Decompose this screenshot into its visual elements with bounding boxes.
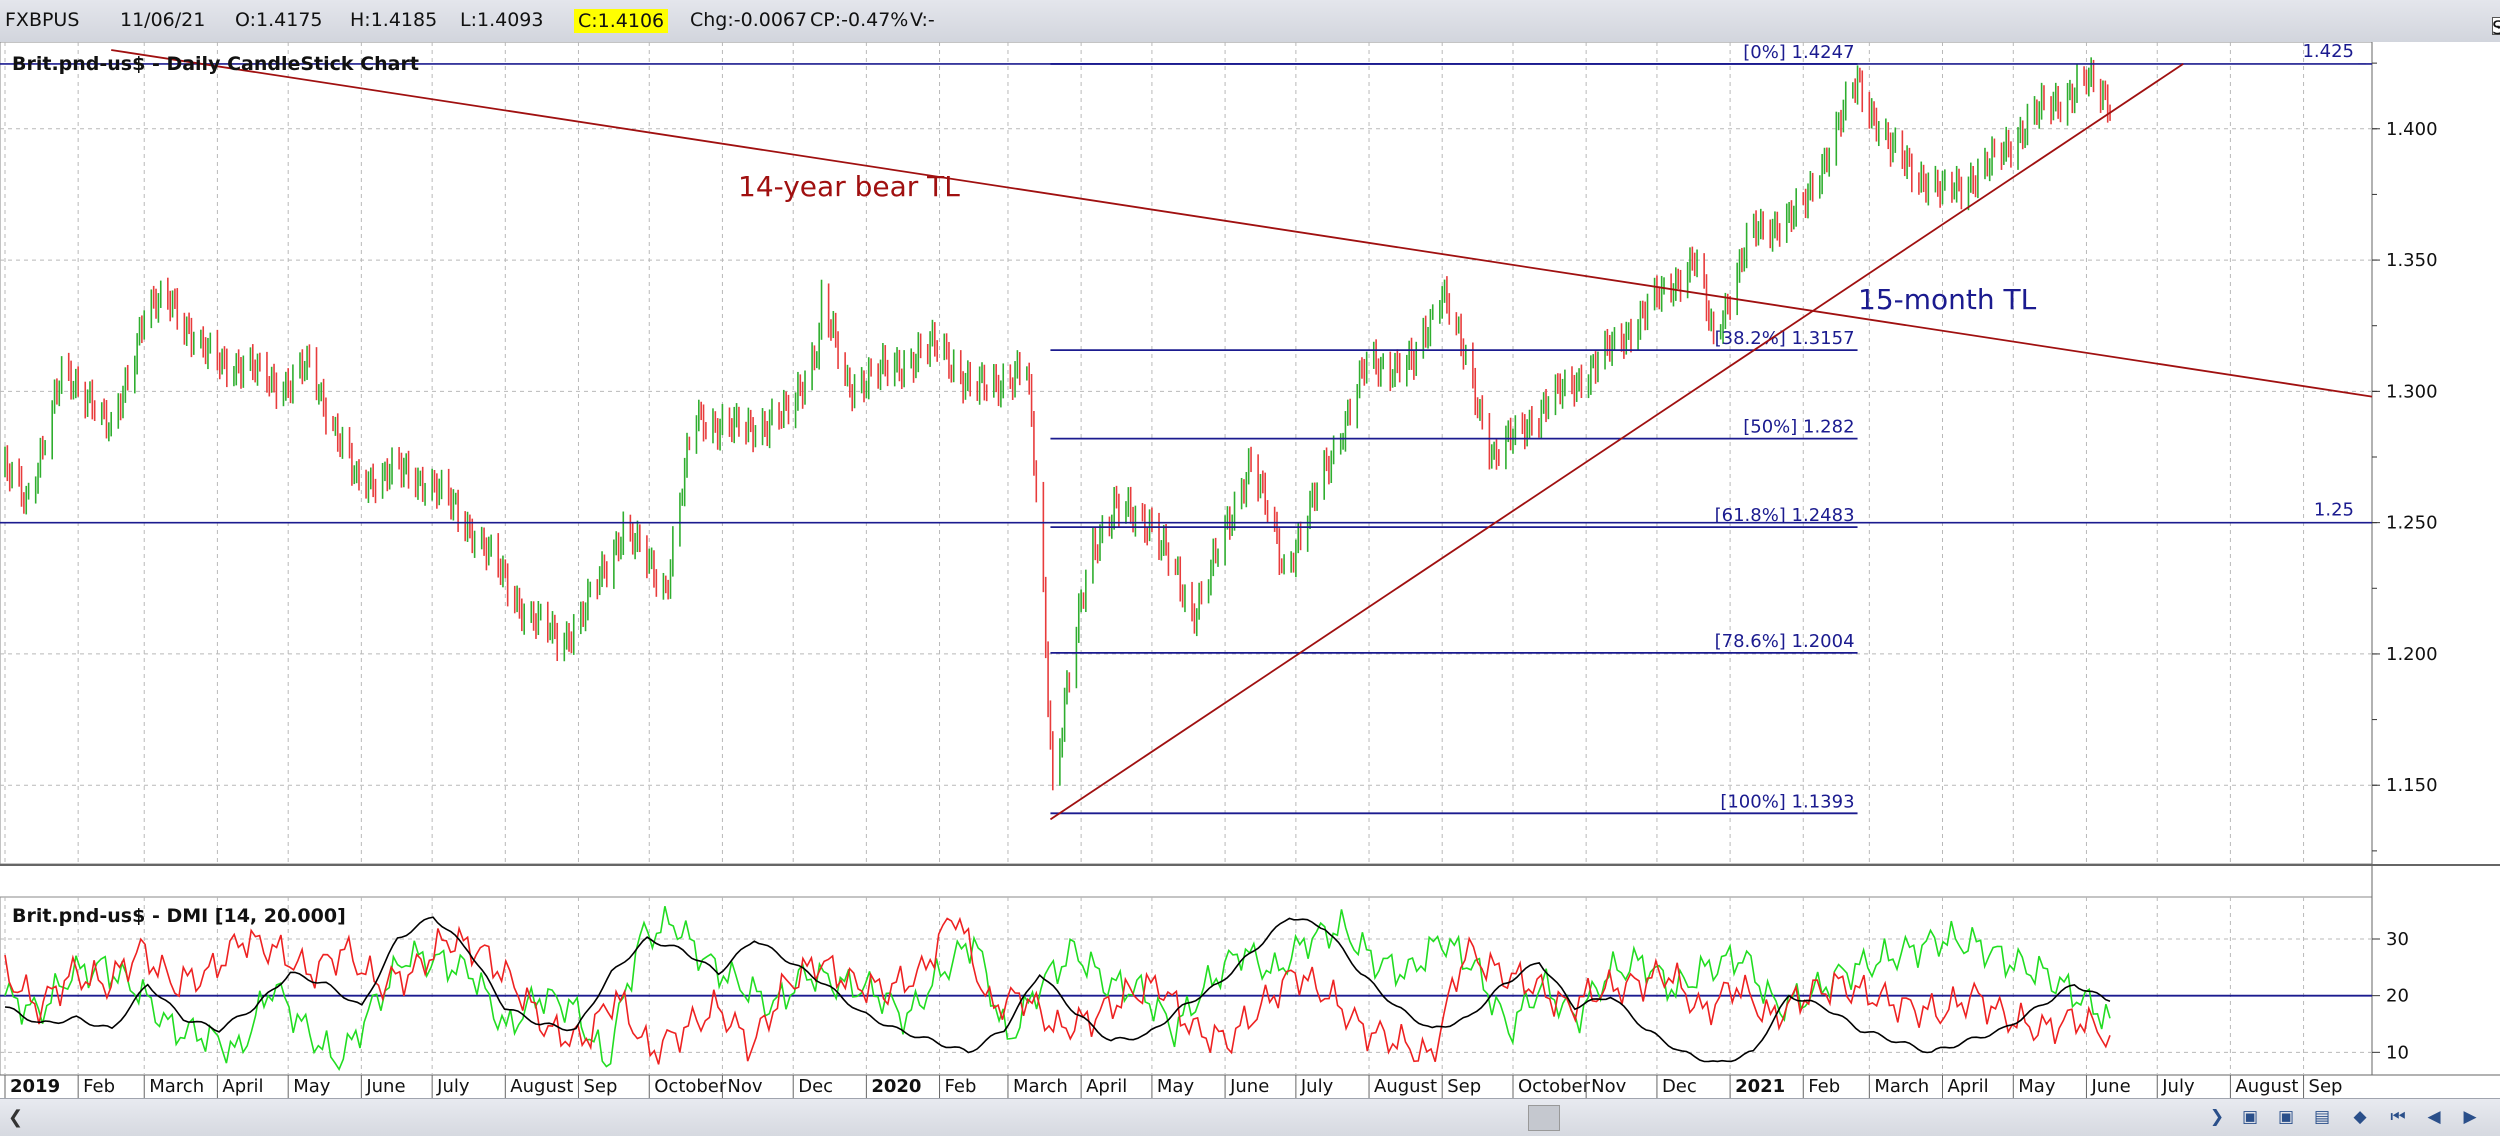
x-tick-label: April [222, 1076, 263, 1097]
x-tick-label: October [654, 1076, 727, 1097]
show-last-label: Show Last [2492, 17, 2500, 39]
horizontal-line-label: 1.425 [2302, 42, 2354, 62]
low-value: L:1.4093 [460, 9, 544, 31]
x-tick-label: July [1300, 1076, 1334, 1097]
scroll-left-icon[interactable]: ❮ [8, 1107, 24, 1128]
x-tick-label: March [1874, 1076, 1929, 1097]
y-tick-label: 1.150 [2386, 775, 2438, 796]
fib-level-label: [78.6%] 1.2004 [1715, 631, 1855, 652]
x-tick-label: June [1229, 1076, 1269, 1097]
x-tick-label: Sep [1447, 1076, 1481, 1097]
x-tick-label: March [149, 1076, 204, 1097]
dmi-y-tick-label: 20 [2386, 986, 2409, 1007]
price-candles [4, 57, 2111, 791]
x-tick-label: July [436, 1076, 470, 1097]
y-tick-label: 1.350 [2386, 250, 2438, 271]
x-tick-label: Feb [945, 1076, 977, 1097]
checkbox-checked-icon[interactable]: ✓ [2492, 17, 2500, 35]
fib-level-label: [61.8%] 1.2483 [1715, 505, 1855, 526]
x-tick-label: May [293, 1076, 331, 1097]
price-panel [0, 42, 2373, 865]
dmi-series-adx [4, 916, 2111, 1063]
x-tick-label: 2021 [1735, 1076, 1785, 1097]
x-tick-label: Sep [2309, 1076, 2343, 1097]
annotation-15-month-tl: 15-month TL [1858, 283, 2037, 316]
x-tick-label: Sep [583, 1076, 617, 1097]
y-tick-label: 1.200 [2386, 644, 2438, 665]
x-tick-label: Dec [798, 1076, 833, 1097]
bottom-scrollbar[interactable]: ❮ ❯ ▣ ▣ ▤ ◆ ⏮ ◀ ▶ [0, 1098, 2500, 1136]
symbol-label: FXBPUS [5, 9, 80, 31]
zoom-out-icon[interactable]: ▣ [2277, 1107, 2295, 1127]
change-pct-value: CP:-0.47% [810, 9, 909, 31]
change-value: Chg:-0.0067 [690, 9, 808, 31]
zoom-in-icon[interactable]: ▣ [2241, 1107, 2259, 1127]
scroll-thumb[interactable] [1528, 1105, 1560, 1131]
grid [0, 42, 2500, 1076]
dmi-series-di [4, 916, 2111, 1065]
x-tick-label: April [1086, 1076, 1127, 1097]
go-start-icon[interactable]: ⏮ [2390, 1107, 2406, 1127]
zoom-reset-icon[interactable]: ▤ [2313, 1107, 2331, 1127]
dmi-series-di [4, 906, 2111, 1072]
price-chart-title: Brit.pnd-us$ - Daily CandleStick Chart [12, 53, 419, 75]
dmi-chart-title: Brit.pnd-us$ - DMI [14, 20.000] [12, 905, 346, 927]
x-tick-label: Nov [1591, 1076, 1626, 1097]
date-label: 11/06/21 [120, 9, 206, 31]
x-tick-label: Nov [727, 1076, 762, 1097]
y-tick-label: 1.250 [2386, 513, 2438, 534]
fit-icon[interactable]: ◆ [2353, 1107, 2367, 1127]
dmi-indicator: Brit.pnd-us$ - DMI [14, 20.000] [0, 905, 2372, 1072]
high-value: H:1.4185 [350, 9, 438, 31]
chart-area[interactable]: [0%] 1.4247 [38.2%] 1.3157 [50%] 1.282 [61.… [0, 42, 2500, 1098]
close-value: C:1.4106 [574, 9, 669, 33]
x-tick-label: Dec [1662, 1076, 1697, 1097]
dmi-y-tick-label: 10 [2386, 1042, 2409, 1063]
x-tick-label: 2020 [871, 1076, 921, 1097]
open-value: O:1.4175 [235, 9, 323, 31]
y-tick-label: 1.400 [2386, 119, 2438, 140]
step-back-icon[interactable]: ◀ [2427, 1107, 2441, 1127]
x-tick-label: May [1157, 1076, 1195, 1097]
volume-value: V:- [910, 9, 935, 31]
x-tick-label: August [1374, 1076, 1437, 1097]
quote-toolbar: FXBPUS 11/06/21 O:1.4175 H:1.4185 L:1.40… [0, 0, 2500, 43]
fib-level-label: [0%] 1.4247 [1743, 42, 1854, 63]
x-tick-label: Feb [83, 1076, 115, 1097]
axes: 2019 Feb March April May June July August Sep Oct… [4, 62, 2438, 1098]
trendline [111, 49, 2373, 398]
x-tick-label: Feb [1808, 1076, 1840, 1097]
price-axis-bg [2372, 42, 2500, 1075]
fib-level-label: [100%] 1.1393 [1720, 791, 1854, 812]
x-tick-label: May [2018, 1076, 2056, 1097]
x-tick-label: October [1518, 1076, 1591, 1097]
x-tick-label: June [365, 1076, 405, 1097]
x-tick-label: March [1013, 1076, 1068, 1097]
chart-overlays: [0%] 1.4247 [38.2%] 1.3157 [50%] 1.282 [61.… [0, 42, 2373, 821]
trendline [1049, 63, 2184, 821]
x-tick-label: 2019 [10, 1076, 60, 1097]
fib-level-label: [50%] 1.282 [1743, 417, 1854, 438]
horizontal-line-label: 1.25 [2314, 500, 2354, 521]
fib-level-label: [38.2%] 1.3157 [1715, 328, 1855, 349]
x-tick-label: June [2090, 1076, 2130, 1097]
x-tick-label: April [1947, 1076, 1988, 1097]
dmi-y-tick-label: 30 [2386, 929, 2409, 950]
x-tick-label: August [510, 1076, 573, 1097]
annotation-bear-tl: 14-year bear TL [738, 170, 960, 203]
y-tick-label: 1.300 [2386, 381, 2438, 402]
step-forward-icon[interactable]: ▶ [2463, 1107, 2477, 1127]
x-tick-label: August [2235, 1076, 2298, 1097]
dmi-panel [0, 896, 2373, 1076]
x-tick-label: July [2161, 1076, 2195, 1097]
scroll-right-icon[interactable]: ❯ [2209, 1107, 2225, 1127]
